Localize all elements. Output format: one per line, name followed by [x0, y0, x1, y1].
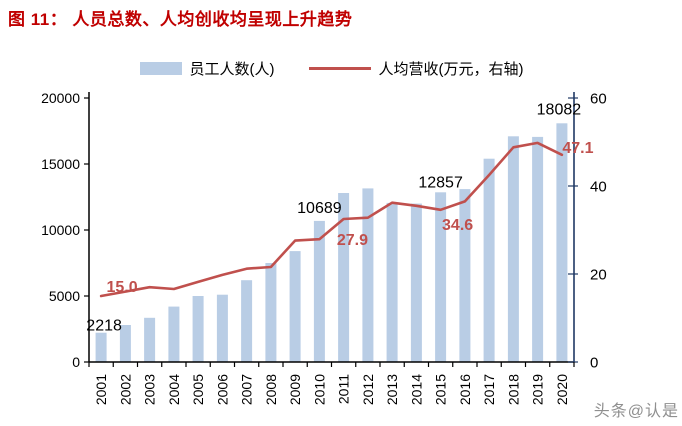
line-value-label-2020: 47.1: [562, 140, 593, 157]
x-axis-tick-label: 2019: [530, 374, 546, 405]
legend-item-employees: 员工人数(人): [139, 58, 275, 79]
bar-2020: [556, 123, 568, 362]
bar-2008: [265, 263, 277, 362]
x-axis-tick-label: 2017: [481, 374, 497, 405]
x-axis-tick-label: 2009: [287, 374, 303, 405]
bar-2015: [435, 192, 447, 362]
x-axis-tick-label: 2008: [263, 374, 279, 405]
x-axis-tick-label: 2006: [214, 374, 230, 405]
right-axis-tick-label: 60: [590, 91, 607, 108]
x-axis-tick-label: 2010: [311, 374, 327, 405]
x-axis-tick-label: 2014: [408, 374, 424, 405]
left-axis-tick-label: 5000: [49, 288, 80, 304]
bar-2013: [386, 202, 398, 362]
line-value-label-2001: 15.0: [107, 279, 138, 296]
x-axis-tick-label: 2011: [336, 374, 352, 404]
bar-2003: [144, 317, 156, 362]
bar-value-label-2020: 18082: [537, 101, 582, 118]
x-axis-tick-label: 2003: [142, 374, 158, 405]
bar-value-label-2010: 10689: [297, 200, 342, 217]
x-axis-tick-label: 2005: [190, 374, 206, 405]
bar-2012: [362, 188, 374, 362]
legend-label-employees: 员工人数(人): [189, 60, 275, 78]
legend-label-revenue: 人均营收(万元，右轴): [378, 60, 524, 78]
bar-value-label-2001: 2218: [86, 318, 122, 335]
x-axis-tick-label: 2007: [239, 374, 255, 405]
left-axis-tick-label: 15000: [41, 156, 80, 172]
x-axis-tick-label: 2015: [433, 374, 449, 405]
bar-2007: [241, 280, 253, 362]
bar-2005: [192, 296, 204, 362]
bar-2019: [532, 136, 544, 362]
revenue-line: [99, 141, 564, 298]
bar-2004: [168, 306, 180, 362]
x-axis-tick-label: 2004: [166, 374, 182, 405]
right-axis-tick-label: 0: [590, 355, 598, 372]
x-axis-tick-label: 2001: [93, 374, 109, 405]
x-axis-tick-label: 2012: [360, 374, 376, 405]
bar-2009: [289, 251, 301, 362]
bar-2002: [119, 325, 131, 362]
line-value-label-2015: 34.6: [442, 217, 473, 234]
bar-2014: [410, 203, 422, 362]
x-axis-tick-label: 2002: [117, 374, 133, 405]
line-series-swatch-icon: [308, 66, 371, 70]
left-axis-tick-label: 20000: [41, 90, 80, 106]
bar-2018: [507, 136, 519, 362]
x-axis-tick-label: 2020: [554, 374, 570, 405]
bar-2011: [338, 193, 350, 362]
right-axis-tick-label: 20: [590, 267, 607, 284]
x-axis-tick-label: 2013: [384, 374, 400, 405]
left-axis-tick-label: 10000: [41, 222, 80, 238]
right-axis-tick-label: 40: [590, 179, 607, 196]
chart-legend: 员工人数(人) 人均营收(万元，右轴): [89, 57, 574, 79]
bar-2010: [313, 220, 325, 362]
watermark: 头条@认是: [593, 403, 679, 420]
x-axis-tick-label: 2018: [505, 374, 521, 405]
legend-item-revenue: 人均营收(万元，右轴): [308, 58, 524, 79]
x-axis-tick-label: 2016: [457, 374, 473, 405]
bar-value-label-2015: 12857: [418, 174, 463, 191]
chart-title: 图 11： 人员总数、人均创收均呈现上升趋势: [8, 10, 353, 29]
bar-2006: [216, 294, 228, 362]
bar-2017: [483, 158, 495, 362]
bar-series-swatch-icon: [139, 61, 182, 75]
line-value-label-2010: 27.9: [337, 232, 368, 249]
bar-2001: [95, 332, 107, 362]
left-axis-tick-label: 0: [72, 354, 80, 370]
bar-2016: [459, 189, 471, 362]
